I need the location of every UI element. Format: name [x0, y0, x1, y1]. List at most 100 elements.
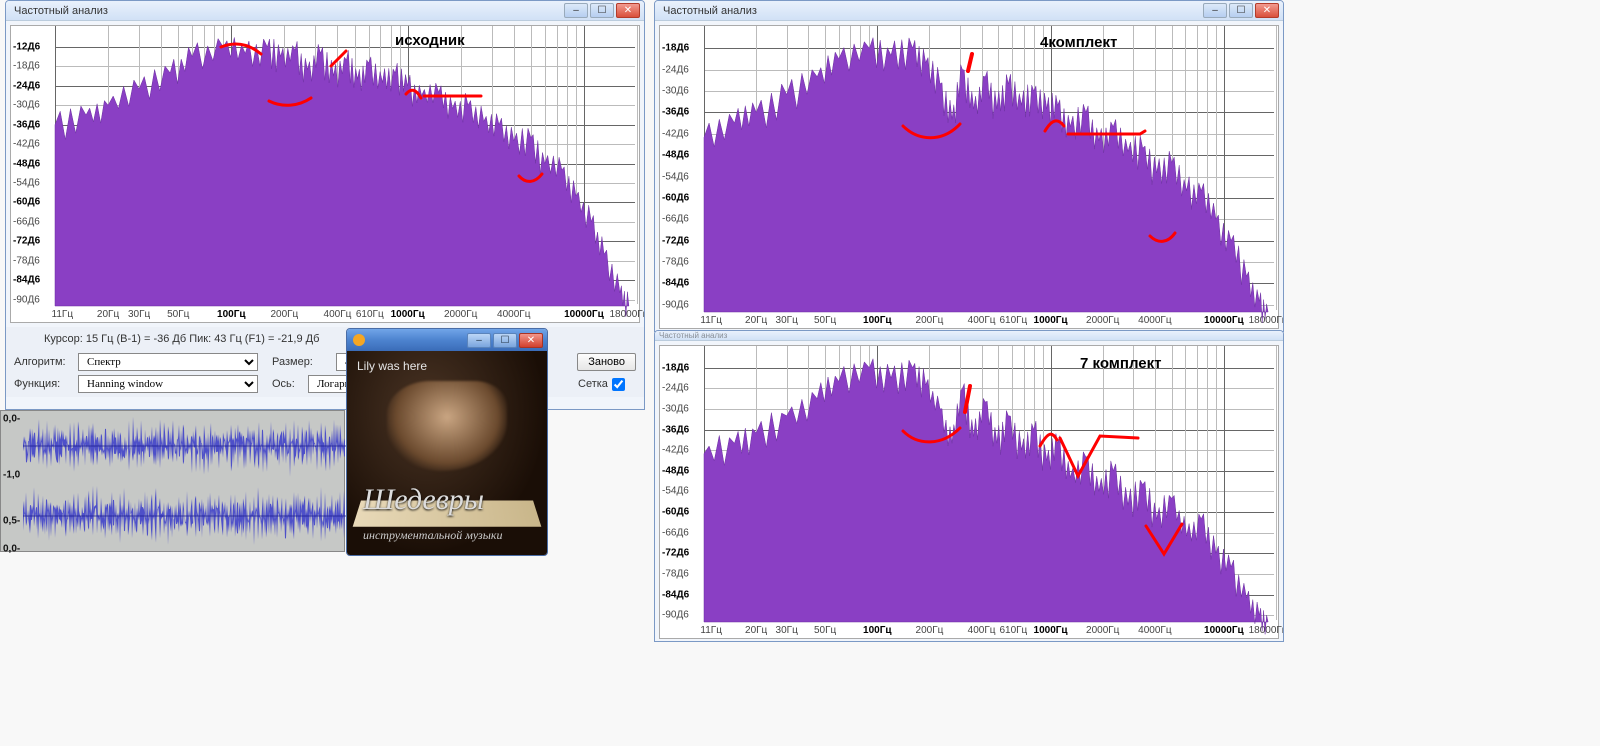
player-minimize-button[interactable]: – — [467, 333, 491, 348]
player-titlebar[interactable]: – ☐ ✕ — [347, 329, 547, 351]
y-tick-label: -54Д6 — [13, 177, 40, 188]
x-tick-label: 50Гц — [814, 625, 836, 636]
y-tick-label: -78Д6 — [662, 568, 689, 579]
waveform-tick: 0,5- — [3, 516, 20, 527]
waveform-tick: 0,0- — [3, 544, 20, 555]
waveform-panel[interactable]: 0,0--1,00,5-0,0- — [0, 410, 345, 552]
spectrum-window-2: Частотный анализ -18Д6-24Д6-30Д6-36Д6-42… — [654, 330, 1284, 642]
album-art: Lily was here Шедевры инструментальной м… — [347, 351, 547, 555]
grid-checkbox[interactable] — [612, 378, 625, 391]
maximize-button[interactable]: ☐ — [590, 3, 614, 18]
titlebar-0[interactable]: Частотный анализ – ☐ ✕ — [6, 1, 644, 21]
minimize-button[interactable]: – — [1203, 3, 1227, 18]
func-select[interactable]: Hanning window — [78, 375, 258, 393]
y-tick-label: -48Д6 — [13, 158, 40, 169]
x-tick-label: 10000Гц — [1204, 625, 1244, 636]
y-tick-label: -60Д6 — [662, 192, 689, 203]
algo-label: Алгоритм: — [14, 356, 72, 368]
redo-button[interactable]: Заново — [577, 353, 636, 371]
x-tick-label: 100Гц — [863, 315, 892, 326]
y-tick-label: -48Д6 — [662, 150, 689, 161]
x-tick-label: 10000Гц — [564, 309, 604, 320]
y-tick-label: -90Д6 — [662, 299, 689, 310]
x-tick-label: 10000Гц — [1204, 315, 1244, 326]
y-tick-label: -54Д6 — [662, 486, 689, 497]
album-subtitle: инструментальной музыки — [363, 528, 502, 543]
album-title-script: Шедевры — [363, 483, 484, 517]
y-tick-label: -84Д6 — [662, 278, 689, 289]
x-tick-label: 2000Гц — [444, 309, 477, 320]
y-tick-label: -30Д6 — [662, 403, 689, 414]
spectrum-plot-0[interactable]: -12Д6-18Д6-24Д6-30Д6-36Д6-42Д6-48Д6-54Д6… — [10, 25, 640, 323]
y-tick-label: -24Д6 — [662, 383, 689, 394]
y-tick-label: -72Д6 — [13, 236, 40, 247]
y-tick-label: -78Д6 — [13, 255, 40, 266]
y-tick-label: -42Д6 — [13, 139, 40, 150]
x-tick-label: 400Гц — [324, 309, 352, 320]
player-close-button[interactable]: ✕ — [519, 333, 543, 348]
x-tick-label: 610Гц — [356, 309, 384, 320]
algo-select[interactable]: Спектр — [78, 353, 258, 371]
x-tick-label: 100Гц — [217, 309, 246, 320]
x-tick-label: 30Гц — [128, 309, 150, 320]
x-tick-label: 1000Гц — [1034, 625, 1068, 636]
y-tick-label: -78Д6 — [662, 257, 689, 268]
x-tick-label: 1000Гц — [391, 309, 425, 320]
player-maximize-button[interactable]: ☐ — [493, 333, 517, 348]
controls-panel: Курсор: 15 Гц (B-1) = -36 Дб Пик: 43 Гц … — [6, 327, 644, 397]
window-title: Частотный анализ — [659, 331, 727, 340]
x-tick-label: 1000Гц — [1034, 315, 1068, 326]
x-tick-label: 50Гц — [167, 309, 189, 320]
chart-title-0: исходник — [395, 32, 465, 49]
y-tick-label: -36Д6 — [662, 107, 689, 118]
waveform-display — [23, 411, 346, 551]
song-title: Lily was here — [357, 359, 427, 373]
x-tick-label: 400Гц — [968, 625, 996, 636]
x-tick-label: 100Гц — [863, 625, 892, 636]
x-tick-label: 18000Гц — [609, 309, 645, 320]
x-tick-label: 2000Гц — [1086, 315, 1119, 326]
y-tick-label: -66Д6 — [13, 216, 40, 227]
spectrum-window-1: Частотный анализ – ☐ ✕ -18Д6-24Д6-30Д6-3… — [654, 0, 1284, 332]
y-tick-label: -72Д6 — [662, 235, 689, 246]
x-tick-label: 11Гц — [52, 309, 74, 320]
x-tick-label: 18000Гц — [1249, 315, 1284, 326]
y-tick-label: -30Д6 — [662, 86, 689, 97]
x-tick-label: 18000Гц — [1249, 625, 1284, 636]
y-tick-label: -30Д6 — [13, 100, 40, 111]
titlebar-2[interactable]: Частотный анализ — [655, 331, 1283, 341]
y-tick-label: -84Д6 — [13, 275, 40, 286]
x-tick-label: 4000Гц — [497, 309, 530, 320]
x-tick-label: 200Гц — [916, 625, 944, 636]
maximize-button[interactable]: ☐ — [1229, 3, 1253, 18]
x-tick-label: 20Гц — [97, 309, 119, 320]
size-label: Размер: — [272, 356, 330, 368]
x-tick-label: 610Гц — [999, 625, 1027, 636]
y-tick-label: -84Д6 — [662, 589, 689, 600]
titlebar-1[interactable]: Частотный анализ – ☐ ✕ — [655, 1, 1283, 21]
chart-title-2: 7 комплект — [1080, 355, 1161, 372]
x-tick-label: 20Гц — [745, 625, 767, 636]
y-tick-label: -66Д6 — [662, 214, 689, 225]
grid-checkbox-label[interactable]: Сетка — [578, 378, 636, 391]
y-tick-label: -54Д6 — [662, 171, 689, 182]
window-title: Частотный анализ — [14, 5, 108, 17]
waveform-tick: 0,0- — [3, 414, 20, 425]
spectrum-plot-1[interactable]: -18Д6-24Д6-30Д6-36Д6-42Д6-48Д6-54Д6-60Д6… — [659, 25, 1279, 329]
close-button[interactable]: ✕ — [1255, 3, 1279, 18]
axis-label: Ось: — [272, 378, 302, 390]
minimize-button[interactable]: – — [564, 3, 588, 18]
y-tick-label: -42Д6 — [662, 128, 689, 139]
close-button[interactable]: ✕ — [616, 3, 640, 18]
media-player-window[interactable]: – ☐ ✕ Lily was here Шедевры инструментал… — [346, 328, 548, 556]
spectrum-plot-2[interactable]: -18Д6-24Д6-30Д6-36Д6-42Д6-48Д6-54Д6-60Д6… — [659, 345, 1279, 639]
x-tick-label: 30Гц — [776, 625, 798, 636]
x-tick-label: 610Гц — [999, 315, 1027, 326]
y-tick-label: -60Д6 — [13, 197, 40, 208]
x-tick-label: 20Гц — [745, 315, 767, 326]
x-tick-label: 200Гц — [916, 315, 944, 326]
y-tick-label: -90Д6 — [662, 610, 689, 621]
y-tick-label: -48Д6 — [662, 465, 689, 476]
y-tick-label: -24Д6 — [13, 80, 40, 91]
spectrum-window-0: Частотный анализ – ☐ ✕ -12Д6-18Д6-24Д6-3… — [5, 0, 645, 410]
